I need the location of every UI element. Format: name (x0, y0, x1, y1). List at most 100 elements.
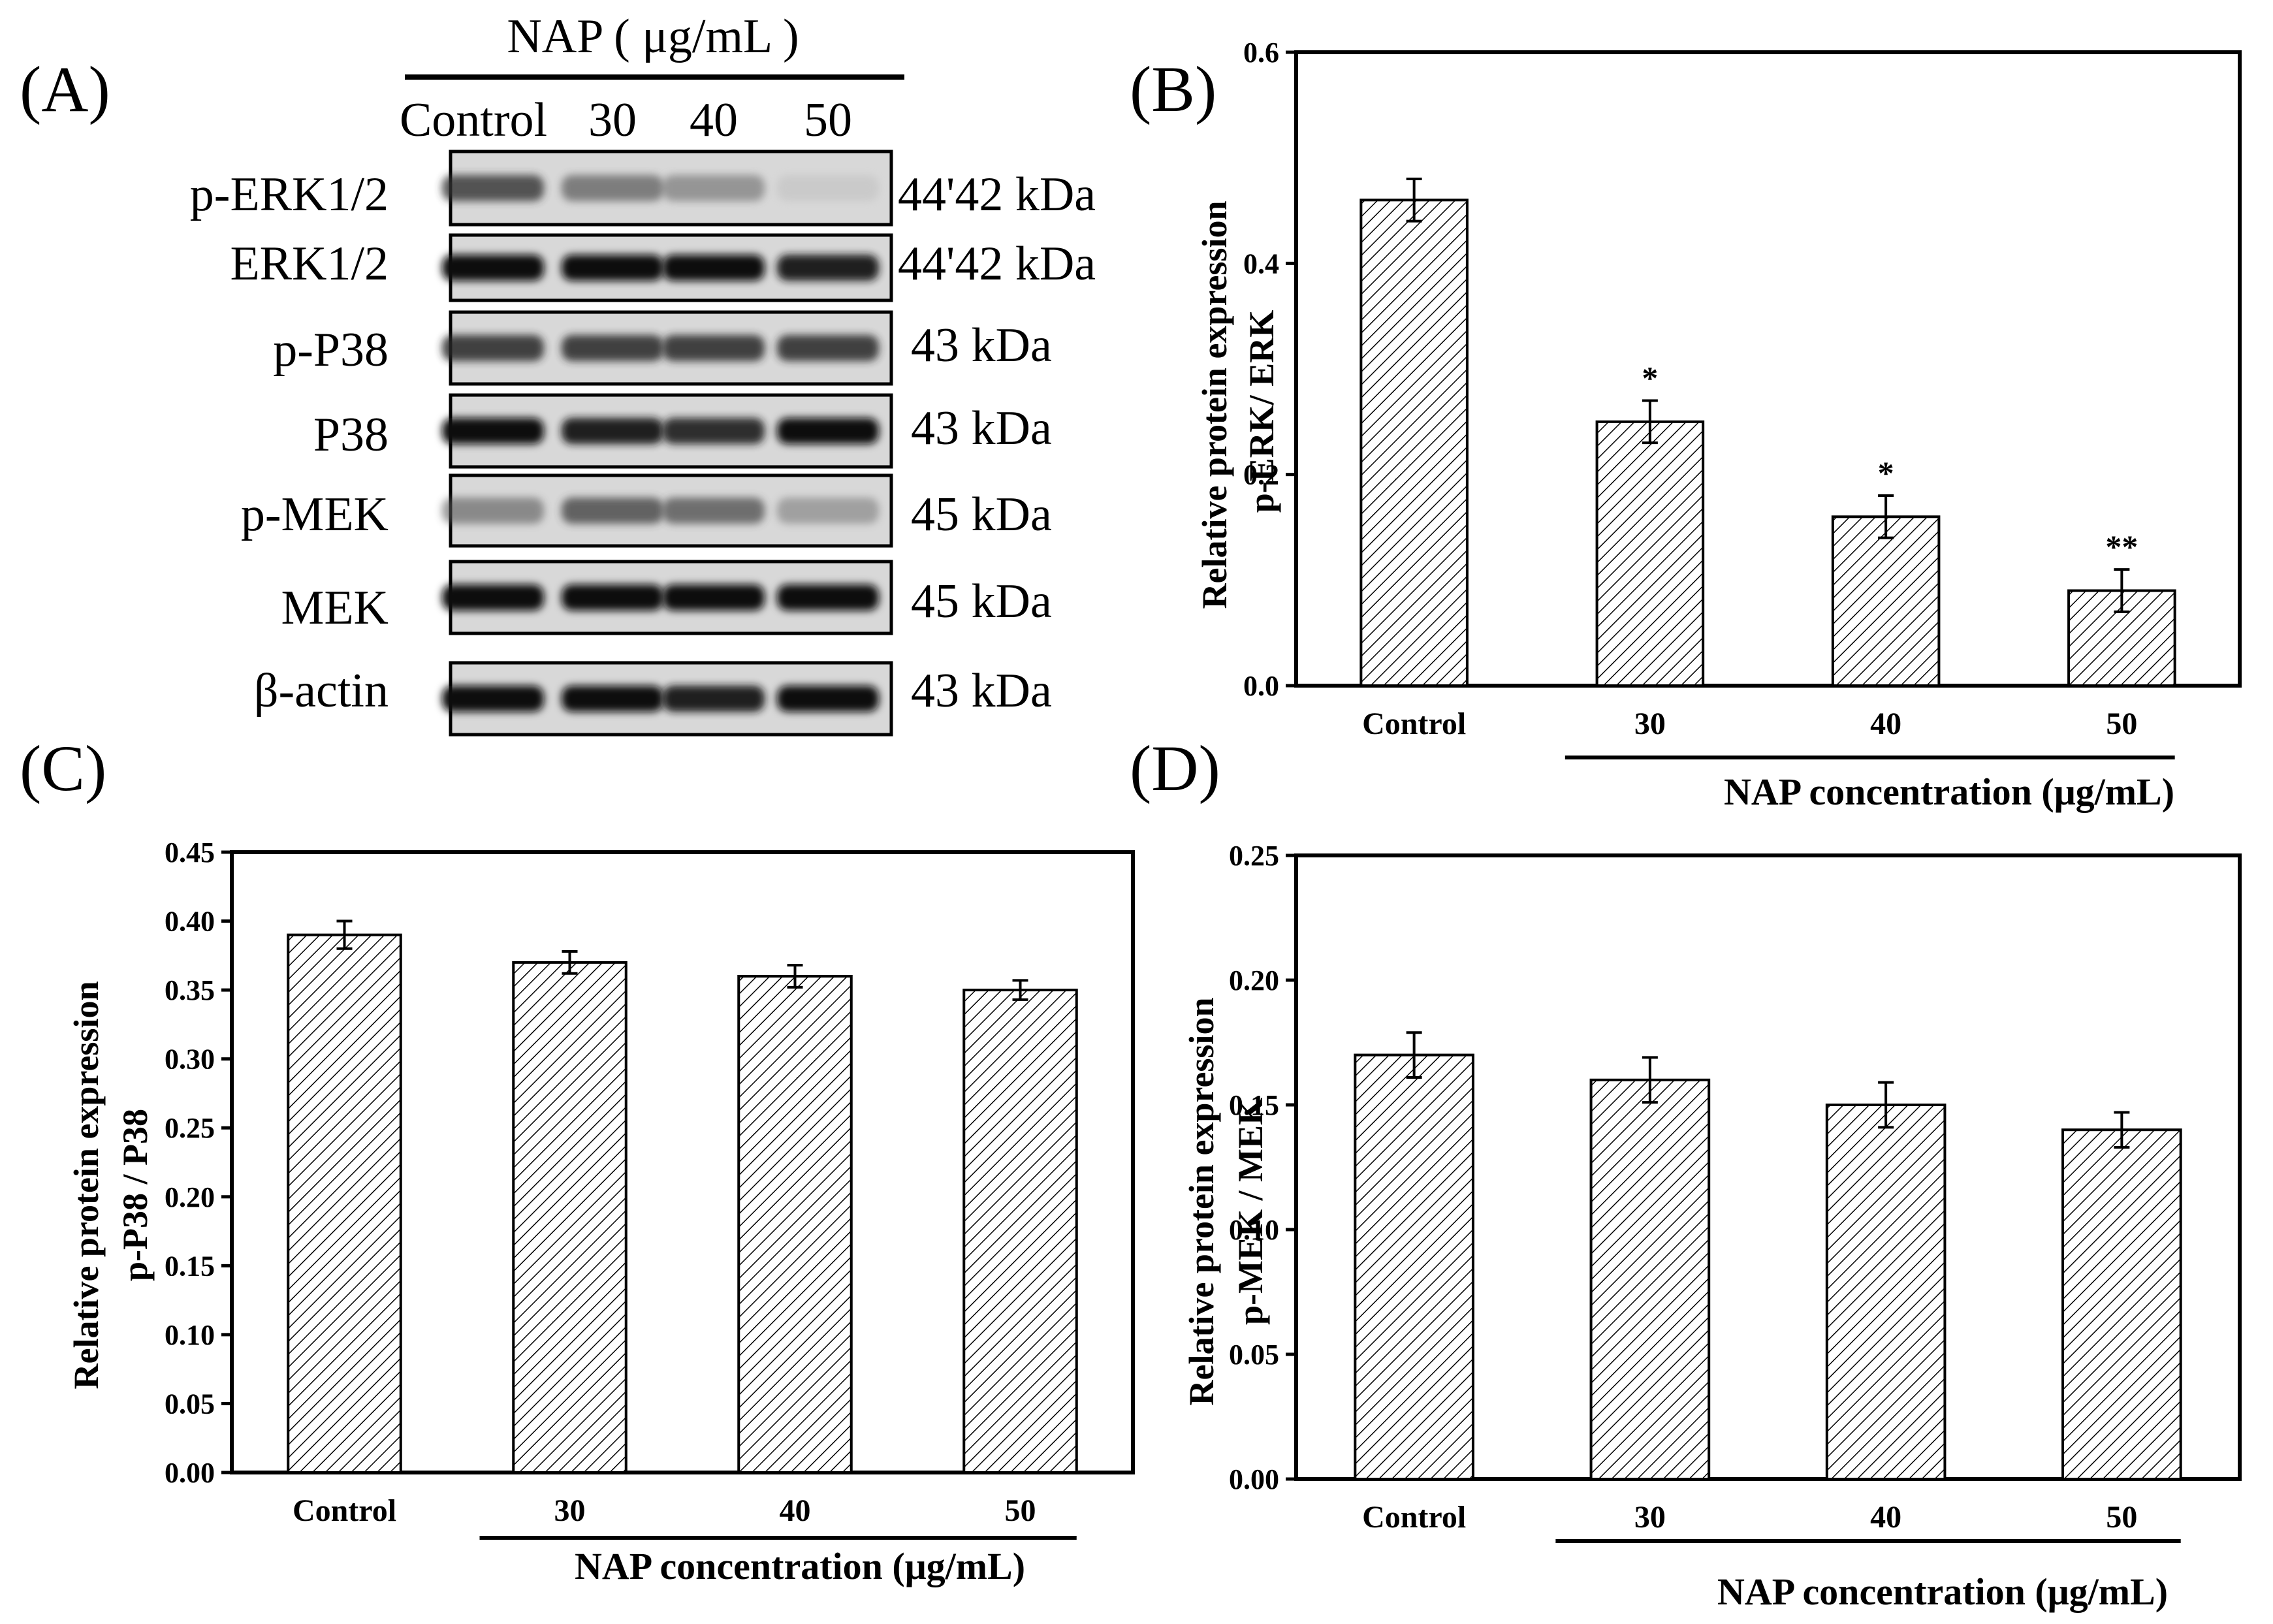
x-tick-label: Control (1362, 1500, 1466, 1535)
blot-kda-label: 45 kDa (911, 488, 1052, 541)
blot-protein-label: P38 (313, 408, 389, 462)
blot-row: MEK 45 kDa (281, 560, 1052, 635)
blot-kda-label: 45 kDa (911, 575, 1052, 628)
blot-band (663, 255, 765, 281)
blot-band (663, 335, 765, 361)
y-tick-label: 0.15 (1229, 1089, 1279, 1121)
x-tick-label: 40 (780, 1493, 811, 1528)
panel-c-plot: 0.00 0.05 0.10 0.15 0.20 0.25 0.30 0.35 0.40 0.45… (165, 836, 1135, 1540)
blot-row: p-P38 43 kDa (273, 310, 1052, 386)
panel-a-label: (A) (20, 53, 110, 125)
nap-header: NAP ( μg/mL ) (507, 10, 799, 63)
blot-protein-label: p-P38 (273, 323, 389, 377)
bar (962, 989, 1078, 1474)
blot-kda-label: 43 kDa (911, 664, 1052, 718)
x-tick-label: Control (1362, 707, 1466, 741)
x-tick-label: 30 (1634, 1500, 1666, 1535)
y-tick-label: 0.20 (165, 1181, 215, 1213)
blot-band (777, 418, 879, 444)
y-tick-label: 0.0 (1243, 670, 1279, 702)
y-tick-label: 0.20 (1229, 964, 1279, 996)
y-tick-label: 0.00 (1229, 1463, 1279, 1495)
bar (1825, 1104, 1947, 1480)
blot-row: β-actin 43 kDa (254, 661, 1052, 737)
panel-b-xlabel: NAP concentration (μg/mL) (1724, 771, 2174, 813)
panel-c-chart: (C) Relative protein expression p-P38 / … (20, 732, 1135, 1587)
blot-band (663, 498, 765, 524)
y-tick-label: 0.00 (165, 1457, 215, 1489)
y-tick-label: 0.35 (165, 974, 215, 1006)
panel-b-chart: (B) Relative protein expression p-ERK/ E… (1130, 37, 2242, 813)
blot-band (663, 418, 765, 444)
blot-protein-label: β-actin (254, 664, 389, 718)
bar (1595, 420, 1705, 687)
blot-row: ERK1/2 44'42 kDa (230, 233, 1096, 302)
blot-band (663, 175, 765, 201)
panel-c-ylabel: Relative protein expression p-P38 / P38 (67, 981, 155, 1390)
blot-band (442, 175, 544, 201)
y-tick-label: 0.05 (165, 1388, 215, 1420)
bar (2061, 1128, 2182, 1480)
lane-label: Control (400, 93, 547, 147)
blot-band (442, 686, 544, 712)
bar (737, 975, 853, 1474)
plot-frame (230, 850, 1135, 1474)
blot-protein-label: p-ERK1/2 (190, 168, 389, 221)
panel-c-ylabel-line1: Relative protein expression (67, 981, 106, 1390)
panel-b-ylabel-line1: Relative protein expression (1195, 201, 1234, 609)
y-tick-label: 0.30 (165, 1043, 215, 1075)
panel-d-ylabel-line1: Relative protein expression (1182, 998, 1221, 1406)
bar (287, 933, 402, 1474)
x-tick-label: 30 (1634, 707, 1666, 741)
panel-b-plot: 0.0 0.2 0.4 0.6 Control * 30 * 40 ** 50 (1243, 37, 2242, 759)
blot-band (562, 418, 663, 444)
blot-band (442, 418, 544, 444)
blot-band (777, 175, 879, 201)
x-tick-label: 50 (2106, 707, 2137, 741)
lane-label: 50 (804, 93, 852, 147)
blot-band (777, 498, 879, 524)
x-tick-label: 50 (1005, 1493, 1036, 1528)
panel-b-ylabel: Relative protein expression p-ERK/ ERK (1195, 201, 1281, 609)
blot-band (442, 498, 544, 524)
panel-a-western-blot: (A) NAP ( μg/mL ) Control 30 40 50 p-ERK1/2… (20, 10, 1096, 737)
plot-frame (1294, 50, 2242, 688)
blot-kda-label: 44'42 kDa (898, 168, 1096, 221)
blot-protein-label: p-MEK (241, 488, 389, 541)
panel-d-label: (D) (1130, 732, 1220, 804)
blot-kda-label: 43 kDa (911, 402, 1052, 455)
blot-row: p-MEK 45 kDa (241, 473, 1052, 548)
panel-d-xlabel: NAP concentration (μg/mL) (1717, 1570, 2168, 1613)
y-tick-label: 0.25 (165, 1112, 215, 1144)
bar (512, 961, 628, 1474)
y-tick-label: 0.25 (1229, 840, 1279, 872)
bar (1359, 199, 1469, 688)
panel-d-chart: (D) Relative protein expression p-MEK / … (1130, 732, 2242, 1613)
x-tick-label: 40 (1870, 1500, 1901, 1535)
x-tick-label: 40 (1870, 707, 1901, 741)
blot-band (562, 175, 663, 201)
y-tick-label: 0.15 (165, 1250, 215, 1282)
y-tick-label: 0.40 (165, 906, 215, 938)
blot-band (663, 686, 765, 712)
blot-row: p-ERK1/2 44'42 kDa (190, 150, 1096, 227)
y-tick-label: 0.05 (1229, 1339, 1279, 1371)
y-tick-label: 0.45 (165, 836, 215, 868)
blot-kda-label: 43 kDa (911, 319, 1052, 372)
blot-band (663, 584, 765, 611)
blot-band (777, 335, 879, 361)
blot-band (562, 584, 663, 611)
panel-c-label: (C) (20, 732, 106, 804)
panel-b-label: (B) (1130, 53, 1216, 125)
y-tick-label: 0.6 (1243, 37, 1279, 69)
bar (1831, 515, 1941, 687)
panel-c-ylabel-line2: p-P38 / P38 (116, 1109, 155, 1281)
lane-label: 40 (690, 93, 738, 147)
lane-labels: Control 30 40 50 (400, 93, 852, 147)
blot-band (562, 335, 663, 361)
blot-band (777, 255, 879, 281)
y-tick-label: 0.10 (165, 1319, 215, 1351)
blot-protein-label: MEK (281, 581, 389, 635)
plot-frame (1294, 853, 2242, 1481)
